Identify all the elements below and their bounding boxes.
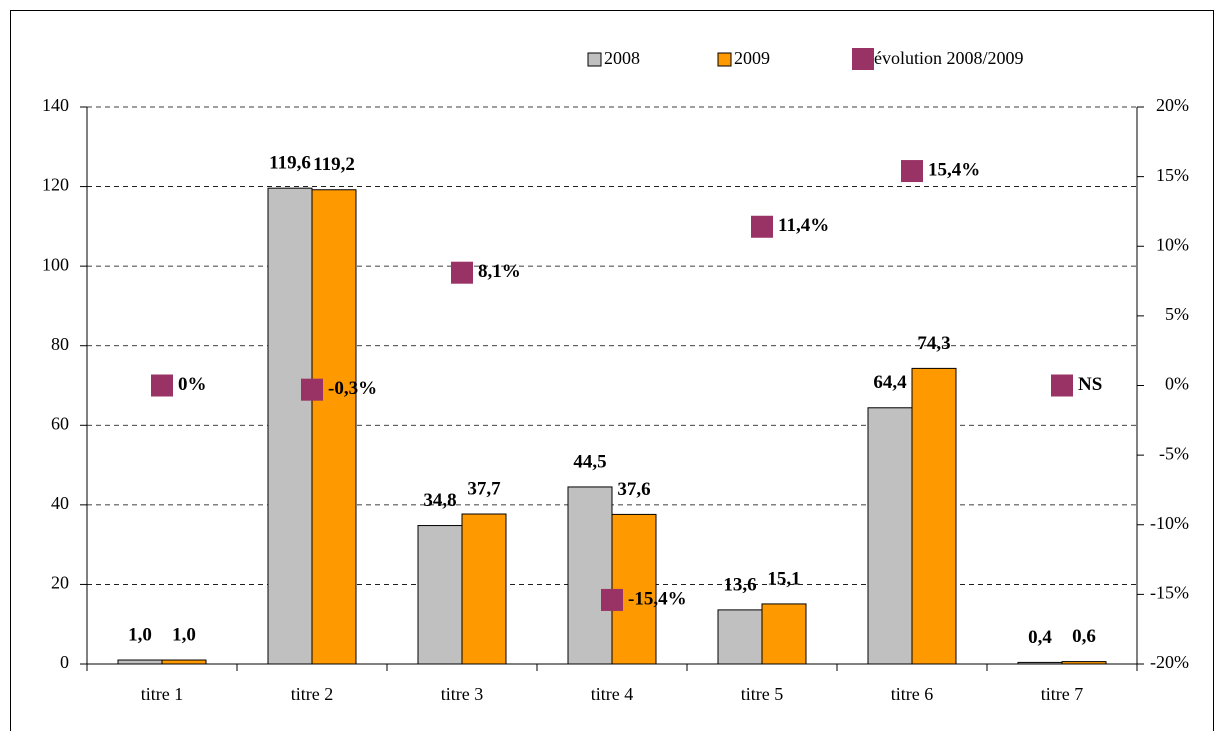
data-label: 0%	[178, 374, 207, 395]
y2-tick-label: 0%	[1165, 374, 1189, 394]
marker	[751, 215, 773, 238]
legend-swatch	[587, 52, 602, 67]
data-label: 11,4%	[778, 215, 829, 236]
y2-tick-label: -10%	[1150, 513, 1189, 533]
data-label: -15,4%	[628, 588, 687, 609]
y-tick-label: 80	[51, 334, 69, 354]
bar	[761, 603, 807, 665]
marker	[451, 261, 473, 284]
data-label: 44,5	[573, 451, 606, 472]
marker	[601, 588, 623, 611]
data-label: 119,6	[269, 153, 311, 174]
y2-tick-label: -20%	[1150, 652, 1189, 672]
x-tick-label: titre 3	[441, 684, 484, 704]
y-tick-label: 20	[51, 573, 69, 593]
y-tick-label: 120	[42, 175, 69, 195]
legend-label: 2008	[604, 48, 640, 68]
x-tick-label: titre 7	[1041, 684, 1084, 704]
data-label: 37,7	[467, 478, 501, 499]
bar	[1017, 661, 1063, 665]
data-label: -0,3%	[328, 378, 377, 399]
bar	[567, 486, 613, 665]
data-label: 34,8	[423, 490, 456, 511]
bar	[1061, 661, 1107, 665]
bar	[161, 659, 207, 665]
x-tick-label: titre 6	[891, 684, 934, 704]
data-label: 13,6	[723, 574, 756, 595]
bar	[117, 659, 163, 665]
marker	[301, 378, 323, 401]
y2-tick-label: 5%	[1165, 304, 1189, 324]
bar	[911, 367, 957, 665]
data-label: 15,1	[767, 568, 800, 589]
y2-tick-label: 15%	[1156, 165, 1189, 185]
bar	[267, 187, 313, 665]
data-label: 0,4	[1028, 627, 1052, 648]
bar	[461, 513, 507, 665]
bar	[717, 609, 763, 665]
y-tick-label: 100	[42, 254, 69, 274]
data-label: 37,6	[617, 479, 650, 500]
data-label: 15,4%	[928, 159, 980, 180]
bar	[417, 525, 463, 665]
y2-tick-label: 20%	[1156, 95, 1189, 115]
y-tick-label: 60	[51, 413, 69, 433]
bar	[867, 407, 913, 665]
y-tick-label: 0	[60, 652, 69, 672]
legend-swatch	[852, 48, 874, 70]
x-tick-label: titre 5	[741, 684, 784, 704]
y2-tick-label: -15%	[1150, 583, 1189, 603]
y2-tick-label: -5%	[1159, 443, 1189, 463]
marker	[1051, 374, 1073, 397]
y2-tick-label: 10%	[1156, 234, 1189, 254]
data-label: 74,3	[917, 333, 950, 354]
data-label: 119,2	[313, 154, 355, 175]
bar	[311, 189, 357, 665]
x-tick-label: titre 1	[141, 684, 184, 704]
marker	[151, 374, 173, 397]
data-label: 0,6	[1072, 626, 1096, 647]
marker	[901, 160, 923, 183]
legend-label: évolution 2008/2009	[874, 48, 1024, 68]
y-tick-label: 140	[42, 95, 69, 115]
data-label: 1,0	[128, 624, 152, 645]
data-label: 8,1%	[478, 261, 521, 282]
legend-label: 2009	[734, 48, 770, 68]
legend-swatch	[717, 52, 732, 67]
data-label: 64,4	[873, 372, 907, 393]
data-label: NS	[1078, 374, 1102, 395]
y-tick-label: 40	[51, 493, 69, 513]
x-tick-label: titre 2	[291, 684, 334, 704]
data-label: 1,0	[172, 624, 196, 645]
x-tick-label: titre 4	[591, 684, 634, 704]
